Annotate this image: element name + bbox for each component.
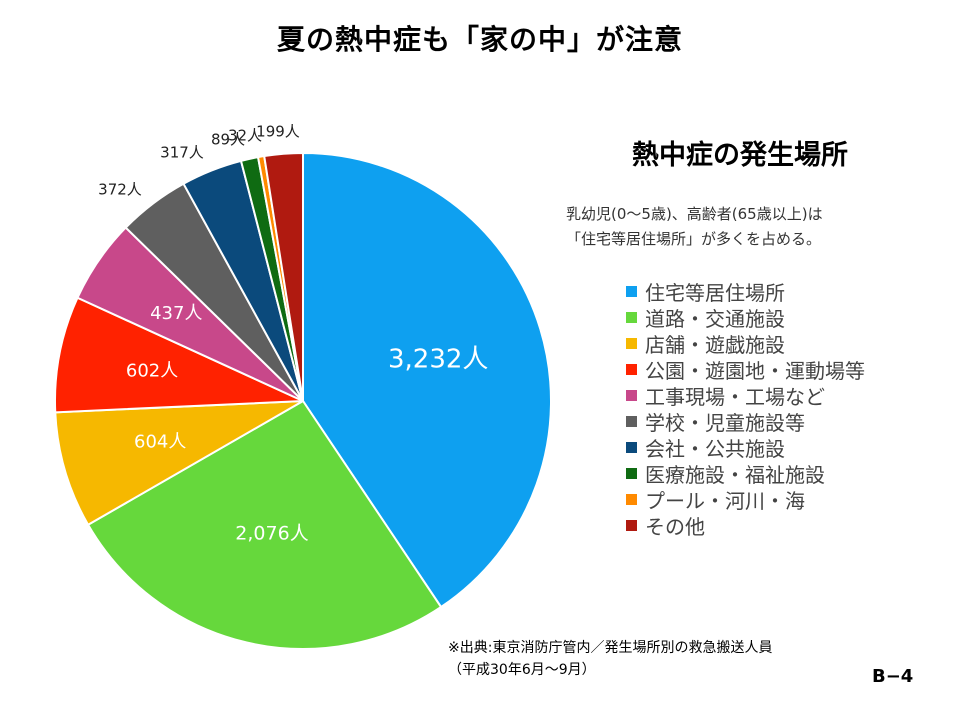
legend-label: 会社・公共施設 (645, 436, 785, 461)
slice-label: 437人 (150, 303, 202, 324)
legend-label: 道路・交通施設 (645, 306, 785, 331)
slice-label: 89人 (211, 131, 245, 149)
pie-slice (54, 400, 304, 527)
legend-swatch (626, 337, 637, 349)
legend-swatch (626, 389, 637, 401)
description-line-2: 「住宅等居住場所」が多くを占める。 (566, 230, 822, 248)
legend-item: 店舗・遊戯施設 (626, 330, 865, 357)
legend-item: その他 (626, 512, 865, 539)
legend-swatch (626, 441, 637, 453)
legend-item: 住宅等居住場所 (626, 278, 865, 305)
legend-swatch (626, 519, 637, 531)
legend-item: 会社・公共施設 (626, 434, 865, 461)
slice-label: 317人 (160, 144, 204, 162)
legend-label: 住宅等居住場所 (645, 280, 785, 305)
legend-item: プール・河川・海 (626, 486, 865, 513)
legend-swatch (626, 493, 637, 505)
slice-label: 604人 (134, 432, 186, 453)
legend-label: プール・河川・海 (645, 488, 805, 513)
legend-swatch (626, 363, 637, 375)
slice-label: 3,232人 (388, 344, 488, 374)
pie-slice (54, 296, 304, 414)
slice-label: 602人 (126, 361, 178, 382)
legend-item: 工事現場・工場など (626, 382, 865, 409)
pie-slice (263, 151, 304, 402)
legend-item: 公園・遊園地・運動場等 (626, 356, 865, 383)
legend-label: 公園・遊園地・運動場等 (645, 358, 865, 383)
legend-label: 医療施設・福祉施設 (645, 462, 825, 487)
legend: 住宅等居住場所 道路・交通施設 店舗・遊戯施設 公園・遊園地・運動場等 工事現場… (626, 278, 865, 539)
slice-label: 372人 (98, 181, 142, 199)
pie-slice (302, 151, 552, 609)
pie-slice (86, 399, 443, 650)
source-note: ※出典:東京消防庁管内／発生場所別の救急搬送人員 （平成30年6月～9月） (448, 637, 772, 681)
legend-label: その他 (645, 514, 705, 539)
source-line-2: （平成30年6月～9月） (448, 662, 596, 678)
slice-label: 2,076人 (235, 522, 308, 544)
legend-swatch (626, 415, 637, 427)
source-line-1: ※出典:東京消防庁管内／発生場所別の救急搬送人員 (448, 640, 773, 656)
page-number: B−4 (872, 666, 914, 687)
legend-label: 店舗・遊戯施設 (645, 332, 785, 357)
legend-item: 道路・交通施設 (626, 304, 865, 331)
description-line-1: 乳幼児(0～5歳)、高齢者(65歳以上)は (566, 205, 823, 223)
legend-item: 学校・児童施設等 (626, 408, 865, 435)
page-title: 夏の熱中症も「家の中」が注意 (276, 23, 683, 56)
legend-item: 医療施設・福祉施設 (626, 460, 865, 487)
chart-title: 熱中症の発生場所 (632, 140, 848, 171)
legend-swatch (626, 311, 637, 323)
legend-label: 工事現場・工場など (645, 384, 825, 409)
slice-label: 199人 (256, 123, 300, 141)
slice-label: 32人 (228, 127, 262, 145)
legend-swatch (626, 467, 637, 479)
legend-swatch (626, 285, 637, 297)
description: 乳幼児(0～5歳)、高齢者(65歳以上)は 「住宅等居住場所」が多くを占める。 (566, 202, 946, 252)
legend-label: 学校・児童施設等 (645, 410, 805, 435)
